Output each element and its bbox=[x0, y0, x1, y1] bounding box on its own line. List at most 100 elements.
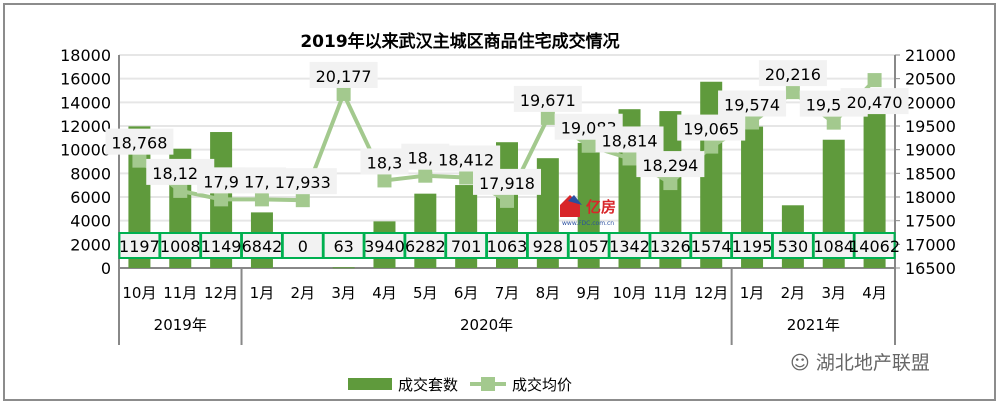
avg-price-marker bbox=[459, 170, 474, 185]
price-label: 20,470 bbox=[847, 93, 903, 112]
left-tick-label: 0 bbox=[101, 259, 111, 278]
month-label: 9月 bbox=[576, 284, 601, 302]
price-label: 20,177 bbox=[316, 67, 372, 86]
month-label: 1月 bbox=[250, 284, 275, 302]
count-label: 6842 bbox=[242, 237, 283, 256]
count-label: 1195 bbox=[732, 237, 773, 256]
right-tick-label: 16500 bbox=[905, 259, 956, 278]
left-tick-label: 14000 bbox=[60, 93, 111, 112]
price-label-box bbox=[595, 126, 664, 153]
price-label: 18,3 bbox=[367, 153, 403, 172]
month-label: 11月 bbox=[163, 284, 197, 302]
count-label-box bbox=[445, 232, 488, 259]
right-tick-label: 17000 bbox=[905, 235, 956, 254]
count-label: 1008 bbox=[160, 237, 201, 256]
avg-price-marker bbox=[254, 192, 269, 207]
price-label-box bbox=[309, 61, 378, 88]
price-label-box bbox=[636, 151, 705, 178]
bar-4月 bbox=[863, 101, 886, 268]
legend-line-label: 成交均价 bbox=[512, 376, 572, 394]
avg-price-marker bbox=[581, 138, 596, 153]
month-label: 6月 bbox=[454, 284, 479, 302]
wechat-icon: ☺ bbox=[790, 352, 810, 374]
month-label: 10月 bbox=[122, 284, 156, 302]
count-label: 1326 bbox=[650, 237, 691, 256]
year-label: 2021年 bbox=[787, 316, 840, 334]
price-label: 18,129 bbox=[152, 164, 208, 183]
right-tick-label: 21000 bbox=[905, 46, 956, 65]
count-label: 0 bbox=[298, 237, 308, 256]
avg-price-marker bbox=[377, 173, 392, 188]
count-label-box bbox=[486, 232, 528, 259]
count-label: 14062 bbox=[849, 237, 900, 256]
count-label: 1574 bbox=[691, 237, 732, 256]
legend-bar-swatch bbox=[348, 378, 392, 390]
left-tick-label: 4000 bbox=[70, 212, 111, 231]
count-label: 1084 bbox=[813, 237, 854, 256]
price-label: 18,412 bbox=[438, 150, 494, 169]
watermark-text: 湖北地产联盟 bbox=[815, 352, 930, 374]
count-label: 1197 bbox=[119, 237, 160, 256]
count-label: 1063 bbox=[487, 237, 528, 256]
count-label-box bbox=[200, 232, 243, 259]
price-label-box bbox=[677, 114, 746, 141]
avg-price-marker bbox=[540, 110, 555, 125]
count-label-box bbox=[526, 232, 569, 259]
avg-price-marker bbox=[418, 168, 433, 183]
price-label: 18,294 bbox=[642, 156, 698, 175]
count-label: 1057 bbox=[568, 237, 609, 256]
price-label: 19,671 bbox=[520, 91, 576, 110]
avg-price-marker bbox=[500, 193, 514, 208]
watermark: ☺ 湖北地产联盟 bbox=[790, 348, 930, 375]
bar-3月 bbox=[332, 267, 355, 269]
right-tick-label: 19000 bbox=[905, 141, 956, 160]
right-tick-label: 17500 bbox=[905, 212, 956, 231]
avg-price-marker bbox=[622, 151, 637, 166]
left-tick-label: 6000 bbox=[70, 188, 111, 207]
price-label: 17,918 bbox=[479, 174, 535, 193]
count-label-box bbox=[853, 232, 896, 259]
logo-text: 亿房 bbox=[586, 198, 616, 216]
legend-bar-label: 成交套数 bbox=[398, 376, 458, 394]
avg-price-marker bbox=[745, 115, 760, 130]
price-label: 17,933 bbox=[275, 173, 331, 192]
price-label: 19,065 bbox=[683, 120, 739, 139]
year-label: 2020年 bbox=[460, 316, 513, 334]
month-label: 2月 bbox=[291, 284, 316, 302]
month-label: 3月 bbox=[331, 284, 356, 302]
chart-frame bbox=[3, 3, 996, 401]
month-label: 8月 bbox=[536, 284, 561, 302]
month-label: 12月 bbox=[204, 284, 238, 302]
legend-line-marker bbox=[481, 377, 495, 391]
left-tick-label: 10000 bbox=[60, 141, 111, 160]
left-tick-label: 2000 bbox=[70, 235, 111, 254]
price-label-box bbox=[718, 90, 787, 117]
count-label: 1342 bbox=[609, 237, 650, 256]
count-label: 1149 bbox=[201, 237, 242, 256]
month-label: 12月 bbox=[694, 284, 728, 302]
avg-price-marker bbox=[173, 183, 188, 198]
month-label: 1月 bbox=[740, 284, 765, 302]
month-label: 2月 bbox=[781, 284, 806, 302]
avg-price-marker bbox=[295, 193, 310, 208]
avg-price-marker bbox=[785, 85, 800, 100]
month-label: 4月 bbox=[862, 284, 887, 302]
count-label: 530 bbox=[778, 237, 809, 256]
price-label: 18,814 bbox=[602, 131, 658, 150]
price-label-box bbox=[268, 168, 337, 195]
price-label-box bbox=[473, 168, 541, 195]
left-tick-label: 16000 bbox=[60, 70, 111, 89]
right-tick-label: 18500 bbox=[905, 164, 956, 183]
avg-price-marker bbox=[132, 153, 147, 168]
left-tick-label: 18000 bbox=[60, 46, 111, 65]
price-label-box bbox=[360, 148, 409, 175]
price-label-box bbox=[513, 85, 582, 112]
chart-title: 2019年以来武汉主城区商品住宅成交情况 bbox=[300, 31, 619, 52]
price-label: 20,216 bbox=[765, 65, 821, 84]
count-label-box bbox=[159, 232, 202, 259]
month-label: 7月 bbox=[495, 284, 520, 302]
year-label: 2019年 bbox=[154, 316, 207, 334]
price-label: 19,574 bbox=[724, 95, 780, 114]
price-label: 17,9 bbox=[203, 172, 239, 191]
